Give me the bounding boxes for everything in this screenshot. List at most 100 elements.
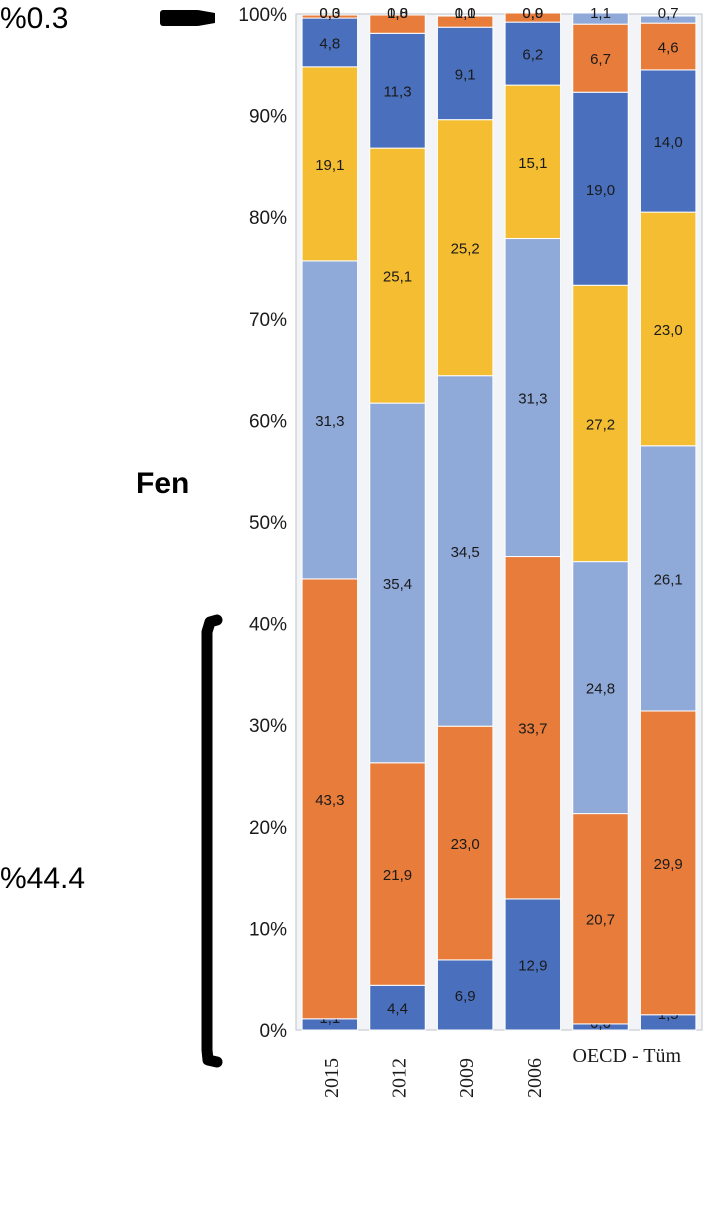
bar-segment xyxy=(436,26,494,121)
segment-value-label: 31,3 xyxy=(518,391,547,408)
segment-value-label: 0,0 xyxy=(522,5,543,22)
bar-segment xyxy=(504,84,562,240)
bar-segment xyxy=(301,17,359,68)
y-tick-label: 60% xyxy=(249,411,287,432)
segment-value-label: 11,3 xyxy=(383,84,411,101)
top-percent-annotation: %0.3 xyxy=(0,2,68,35)
top-marker xyxy=(160,10,215,26)
segment-value-label: 0,0 xyxy=(387,5,408,22)
top-marker-tip xyxy=(198,10,215,26)
bar-segment xyxy=(369,984,426,1031)
segment-value-label: 4,8 xyxy=(319,35,340,52)
segment-value-label: 4,4 xyxy=(387,1001,408,1018)
bar-segment xyxy=(369,402,426,764)
x-tick-label: 2015 xyxy=(321,1058,343,1098)
segment-value-label: 1,1 xyxy=(455,5,476,22)
bar-segment xyxy=(436,15,494,28)
bar-stack: 4,4 21,9 35,4 25,1 11,3 1,80,0 xyxy=(369,5,426,1031)
plot-area xyxy=(295,13,703,1031)
bar-segment xyxy=(572,284,629,563)
x-tick-label: OECD - Tüm xyxy=(573,1045,682,1067)
bar-segment xyxy=(369,32,426,149)
bar-segment xyxy=(369,14,426,34)
y-tick-label: 40% xyxy=(249,615,287,636)
bar-stack: 1,529,926,123,014,04,60,7 xyxy=(639,5,697,1031)
segment-value-label: 21,9 xyxy=(383,867,412,884)
bar-segment xyxy=(504,12,562,23)
segment-value-label: 27,2 xyxy=(586,416,615,433)
segment-value-label: 26,1 xyxy=(654,571,683,588)
segment-value-label: 19,1 xyxy=(315,157,344,174)
bar-segment xyxy=(639,211,697,447)
segment-value-label: 20,7 xyxy=(586,912,615,929)
y-tick-label: 100% xyxy=(238,5,287,26)
y-tick-label: 10% xyxy=(249,919,287,940)
bar-segment xyxy=(639,69,697,213)
bottom-bracket xyxy=(201,614,223,1068)
segment-value-label: 23,0 xyxy=(654,322,683,339)
segment-value-label: 12,9 xyxy=(518,957,547,974)
bar-segment xyxy=(504,21,562,86)
bar-stack: 1,143,331,319,14,80,30,0 xyxy=(301,5,359,1031)
bars: 1,143,331,319,14,80,30,04,421,935,425,11… xyxy=(301,5,697,1032)
segment-value-label: 0,0 xyxy=(319,5,340,22)
bar-segment xyxy=(436,725,494,961)
segment-value-label: 43,3 xyxy=(315,792,344,809)
plot-background xyxy=(295,13,703,1031)
top-marker-block xyxy=(160,10,200,26)
segment-value-label: 6,9 xyxy=(455,988,476,1005)
bar-segment xyxy=(639,445,697,712)
segment-value-label: 0,9 xyxy=(522,5,543,22)
segment-value-label: 24,8 xyxy=(586,681,615,698)
segment-value-label: 29,9 xyxy=(654,856,683,873)
y-axis-ticks: 0% 10% 20% 30% 40% 50% 60% 70% 80% 90% 100% xyxy=(238,5,287,1042)
y-tick-label: 0% xyxy=(260,1021,288,1042)
segment-value-label: 35,4 xyxy=(383,576,412,593)
y-tick-label: 30% xyxy=(249,716,287,737)
subject-label: Fen xyxy=(136,467,189,500)
bar-segment xyxy=(504,898,562,1031)
segment-value-label: 33,7 xyxy=(518,721,547,738)
bar-segment xyxy=(572,12,629,25)
bar-segment xyxy=(639,15,697,24)
segment-value-label: 19,0 xyxy=(586,182,615,199)
bar-segment xyxy=(572,561,629,815)
bar-segment xyxy=(369,147,426,404)
x-tick-label: 2012 xyxy=(389,1058,411,1098)
segment-value-label: 1,1 xyxy=(590,5,611,22)
segment-value-label: 1,8 xyxy=(387,5,408,22)
segment-value-label: 6,2 xyxy=(522,47,543,64)
bar-segment xyxy=(504,556,562,900)
y-tick-label: 90% xyxy=(249,107,287,128)
bar-segment xyxy=(504,238,562,558)
x-tick-label: 2006 xyxy=(524,1058,546,1098)
segment-value-label: 9,1 xyxy=(455,66,476,83)
bar-segment xyxy=(369,762,426,986)
y-tick-label: 70% xyxy=(249,310,287,331)
segment-value-label: 0,0 xyxy=(455,5,476,22)
bar-segment xyxy=(301,14,359,19)
segment-value-label: 34,5 xyxy=(451,544,480,561)
bar-segment xyxy=(436,375,494,727)
segment-value-label: 14,0 xyxy=(654,134,683,151)
bar-stack: 12,9 33,7 31,3 15,1 6,2 0,90,0 xyxy=(504,5,562,1031)
segment-value-label: 0,3 xyxy=(319,5,340,22)
bar-stack: 6,9 23,0 34,5 25,2 9,1 1,10,0 xyxy=(436,5,494,1031)
x-tick-label: 2009 xyxy=(456,1058,478,1098)
segment-value-label: 6,7 xyxy=(590,51,611,68)
segment-value-label: 15,1 xyxy=(518,155,547,172)
bar-stack: 0,620,724,827,219,06,71,1 xyxy=(572,5,629,1032)
bar-segment xyxy=(301,66,359,262)
bar-segment xyxy=(639,710,697,1016)
bar-segment xyxy=(301,578,359,1020)
segment-value-label: 25,1 xyxy=(383,269,412,286)
y-tick-label: 80% xyxy=(249,208,287,229)
segment-value-label: 25,2 xyxy=(451,241,480,258)
bar-segment xyxy=(572,813,629,1025)
segment-value-label: 31,3 xyxy=(315,413,344,430)
segment-value-label: 4,6 xyxy=(658,40,679,57)
y-tick-label: 50% xyxy=(249,513,287,534)
bottom-percent-annotation: %44.4 xyxy=(0,862,85,895)
segment-value-label: 0,7 xyxy=(658,5,679,22)
